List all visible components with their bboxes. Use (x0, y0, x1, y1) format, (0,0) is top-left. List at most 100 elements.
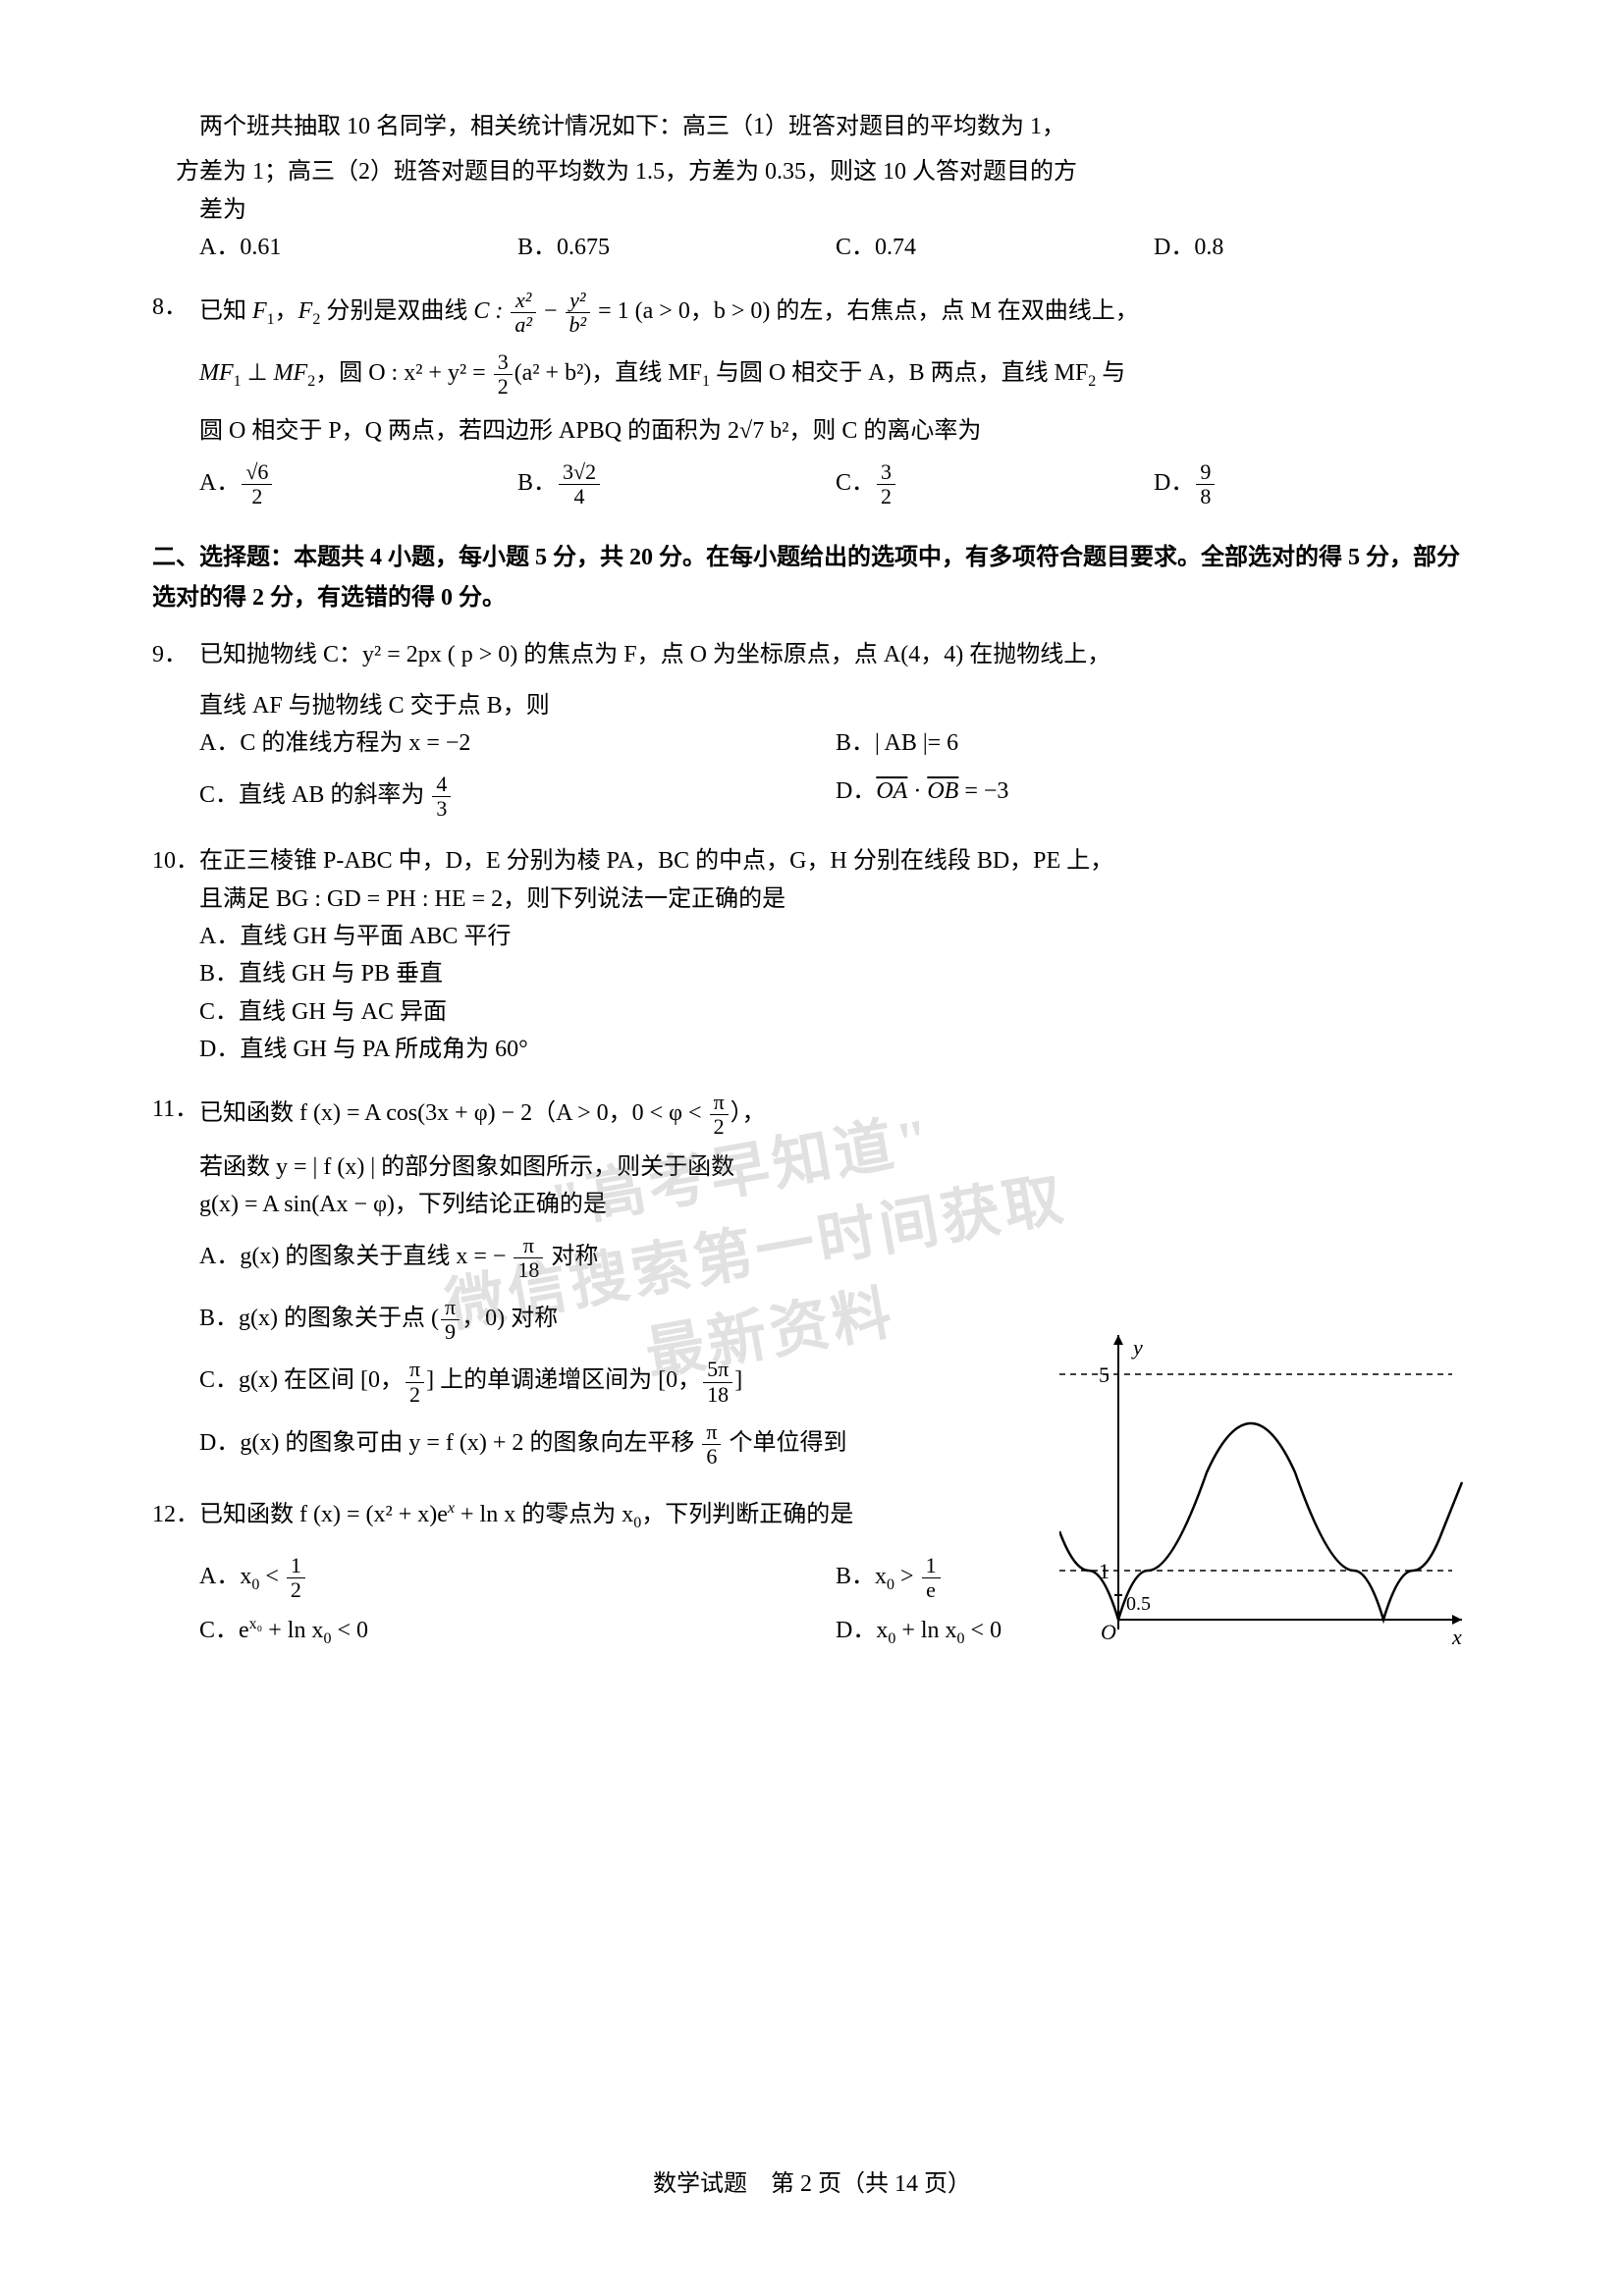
q8: 8． 已知 F1，F2 分别是双曲线 C : x²a² − y²b² = 1 (… (152, 289, 1472, 509)
q11-d-num: π (702, 1420, 721, 1445)
q12-b-num: 1 (922, 1554, 941, 1578)
x-label: x (1451, 1625, 1462, 1649)
q9-line2: 直线 AF 与抛物线 C 交于点 B，则 (199, 687, 1472, 724)
q9-opt-b: B．| AB |= 6 (836, 724, 1472, 762)
q8-line3: 圆 O 相交于 P，Q 两点，若四边形 APBQ 的面积为 2√7 b²，则 C… (199, 412, 1472, 450)
q8-l2-fnum: 3 (494, 350, 513, 375)
q8-l2-fden: 2 (494, 375, 513, 399)
q11-line2: 若函数 y = | f (x) | 的部分图象如图所示，则关于函数 (199, 1148, 1472, 1186)
q12-c-sup: x₀ (249, 1616, 263, 1632)
q11-l1-frac: π2 (710, 1091, 729, 1139)
q11-l1-num: π (710, 1091, 729, 1115)
y-label: y (1131, 1335, 1143, 1360)
q9-d-dot: · (907, 778, 927, 804)
q8-text1: 已知 F1，F2 分别是双曲线 C : x²a² − y²b² = 1 (a >… (199, 289, 1472, 337)
q8-c: C : (473, 298, 509, 324)
q7-line2-wrap: 方 差为 1；高三（2）班答对题目的平均数为 1.5，方差为 0.35，则这 1… (152, 153, 1472, 190)
q12-d-mid: + ln x (895, 1618, 956, 1643)
y-arrow-icon (1113, 1335, 1123, 1345)
q8-b-num: 3√2 (559, 460, 600, 485)
q11-c-num1: π (406, 1358, 424, 1382)
q8-f2: F (298, 298, 313, 324)
q8-c-den: 2 (877, 485, 895, 508)
q12-num: 12． (152, 1496, 199, 1535)
q11-b-pre: B．g(x) 的图象关于点 ( (199, 1306, 439, 1331)
q12-a-num: 1 (287, 1554, 305, 1578)
q12-l1-pre: 已知函数 f (x) = (x² + x)e (199, 1502, 448, 1527)
q9-c-den: 3 (432, 797, 451, 821)
q8-l2-sub1: 1 (234, 373, 242, 390)
q8-mid1: ， (275, 298, 298, 324)
q8-l2-frac: 32 (494, 350, 513, 399)
q12-b-mid: > (894, 1564, 920, 1589)
q7-opt-c: C．0.74 (836, 229, 1154, 266)
q8-frac1: x²a² (511, 289, 536, 337)
q8-l2-sub3: 1 (702, 373, 710, 390)
q11-opt-a: A．g(x) 的图象关于直线 x = − π18 对称 (199, 1234, 1472, 1282)
q11-c-num2: 5π (703, 1358, 732, 1382)
q11-a-post: 对称 (545, 1244, 598, 1269)
q8-mf2: MF (274, 360, 308, 386)
page-footer: 数学试题 第 2 页（共 14 页） (0, 2165, 1624, 2203)
q9-opt-c: C．直线 AB 的斜率为 43 (199, 773, 836, 821)
q11-d-post: 个单位得到 (723, 1430, 846, 1456)
q9-options-1: A．C 的准线方程为 x = −2 B．| AB |= 6 (199, 724, 1472, 762)
q7-line1: 两个班共抽取 10 名同学，相关统计情况如下：高三（1）班答对题目的平均数为 1… (152, 108, 1472, 145)
q12-b-sub: 0 (887, 1576, 894, 1593)
q8-d-label: D． (1154, 470, 1194, 496)
q9-num: 9． (152, 636, 199, 673)
q11-a-frac: π18 (514, 1234, 543, 1282)
q10-opt-a: A．直线 GH 与平面 ABC 平行 (199, 918, 1472, 955)
q8-eq: = 1 (a > 0，b > 0) 的左，右焦点，点 M 在双曲线上， (592, 298, 1139, 324)
q8-c-frac: 32 (877, 460, 895, 508)
q12-d-end: < 0 (965, 1618, 1002, 1643)
q11-b-num: π (441, 1296, 460, 1320)
q9-d-pre: D． (836, 778, 876, 804)
q12-c-post: + ln x (262, 1618, 323, 1643)
q11-text: 已知函数 f (x) = A cos(3x + φ) − 2（A > 0，0 <… (199, 1091, 1472, 1139)
q12-l1-end: ，下列判断正确的是 (641, 1502, 853, 1527)
q8-opt-d: D．98 (1154, 460, 1472, 508)
q11-graph: y x O 5 1 0.5 (1059, 1325, 1472, 1679)
q10: 10． 在正三棱锥 P-ABC 中，D，E 分别为棱 PA，BC 的中点，G，H… (152, 842, 1472, 1068)
q8-b-frac: 3√24 (559, 460, 600, 508)
q12-b-frac: 1e (922, 1554, 941, 1602)
q8-l2-pre: MF (199, 360, 234, 386)
tick-05: 0.5 (1126, 1593, 1151, 1615)
q11-c-frac1: π2 (406, 1358, 424, 1406)
q8-a-label: A． (199, 470, 240, 496)
q8-opt-b: B．3√24 (517, 460, 836, 508)
q9-opt-a: A．C 的准线方程为 x = −2 (199, 724, 836, 762)
q8-minus: − (538, 298, 564, 324)
q8-c-label: C． (836, 470, 875, 496)
q12-a-den: 2 (287, 1578, 305, 1602)
q8-d-den: 8 (1196, 485, 1215, 508)
q10-line2: 且满足 BG : GD = PH : HE = 2，则下列说法一定正确的是 (199, 881, 1472, 918)
q7-continuation: 两个班共抽取 10 名同学，相关统计情况如下：高三（1）班答对题目的平均数为 1… (152, 108, 1472, 267)
q12-opt-a: A．x0 < 12 (199, 1554, 836, 1602)
q8-sub1: 1 (267, 311, 275, 328)
q11-d-pre: D．g(x) 的图象可由 y = f (x) + 2 的图象向左平移 (199, 1430, 700, 1456)
q8-frac2-den: b² (566, 313, 591, 337)
q8-a-num: √6 (242, 460, 272, 485)
q9-c-num: 4 (432, 773, 451, 797)
tick-1: 1 (1099, 1559, 1110, 1583)
q9-opt-d: D．OA · OB = −3 (836, 773, 1472, 821)
q7-options: A．0.61 B．0.675 C．0.74 D．0.8 (199, 229, 1472, 266)
q11-d-den: 6 (702, 1445, 721, 1468)
q8-l2-post: (a² + b²)，直线 MF (514, 360, 702, 386)
q9-c-frac: 43 (432, 773, 451, 821)
q10-text: 在正三棱锥 P-ABC 中，D，E 分别为棱 PA，BC 的中点，G，H 分别在… (199, 842, 1472, 880)
q8-b-label: B． (517, 470, 557, 496)
q7-line2-rest: 差为 1；高三（2）班答对题目的平均数为 1.5，方差为 0.35，则这 10 … (199, 153, 1472, 190)
q11-l1-pre: 已知函数 f (x) = A cos(3x + φ) − 2（A > 0，0 <… (199, 1100, 708, 1126)
q9-d-oa: OA (876, 778, 907, 804)
q8-line1: 8． 已知 F1，F2 分别是双曲线 C : x²a² − y²b² = 1 (… (152, 289, 1472, 337)
q7-line2-prefix: 方 (152, 153, 199, 190)
q11-l1-den: 2 (710, 1115, 729, 1139)
q11-d-frac: π6 (702, 1420, 721, 1468)
q9-options-2: C．直线 AB 的斜率为 43 D．OA · OB = −3 (199, 773, 1472, 821)
q8-l2-mid: ，圆 O : x² + y² = (315, 360, 491, 386)
q9: 9． 已知抛物线 C：y² = 2px ( p > 0) 的焦点为 F，点 O … (152, 636, 1472, 822)
q12-b-den: e (922, 1578, 941, 1602)
